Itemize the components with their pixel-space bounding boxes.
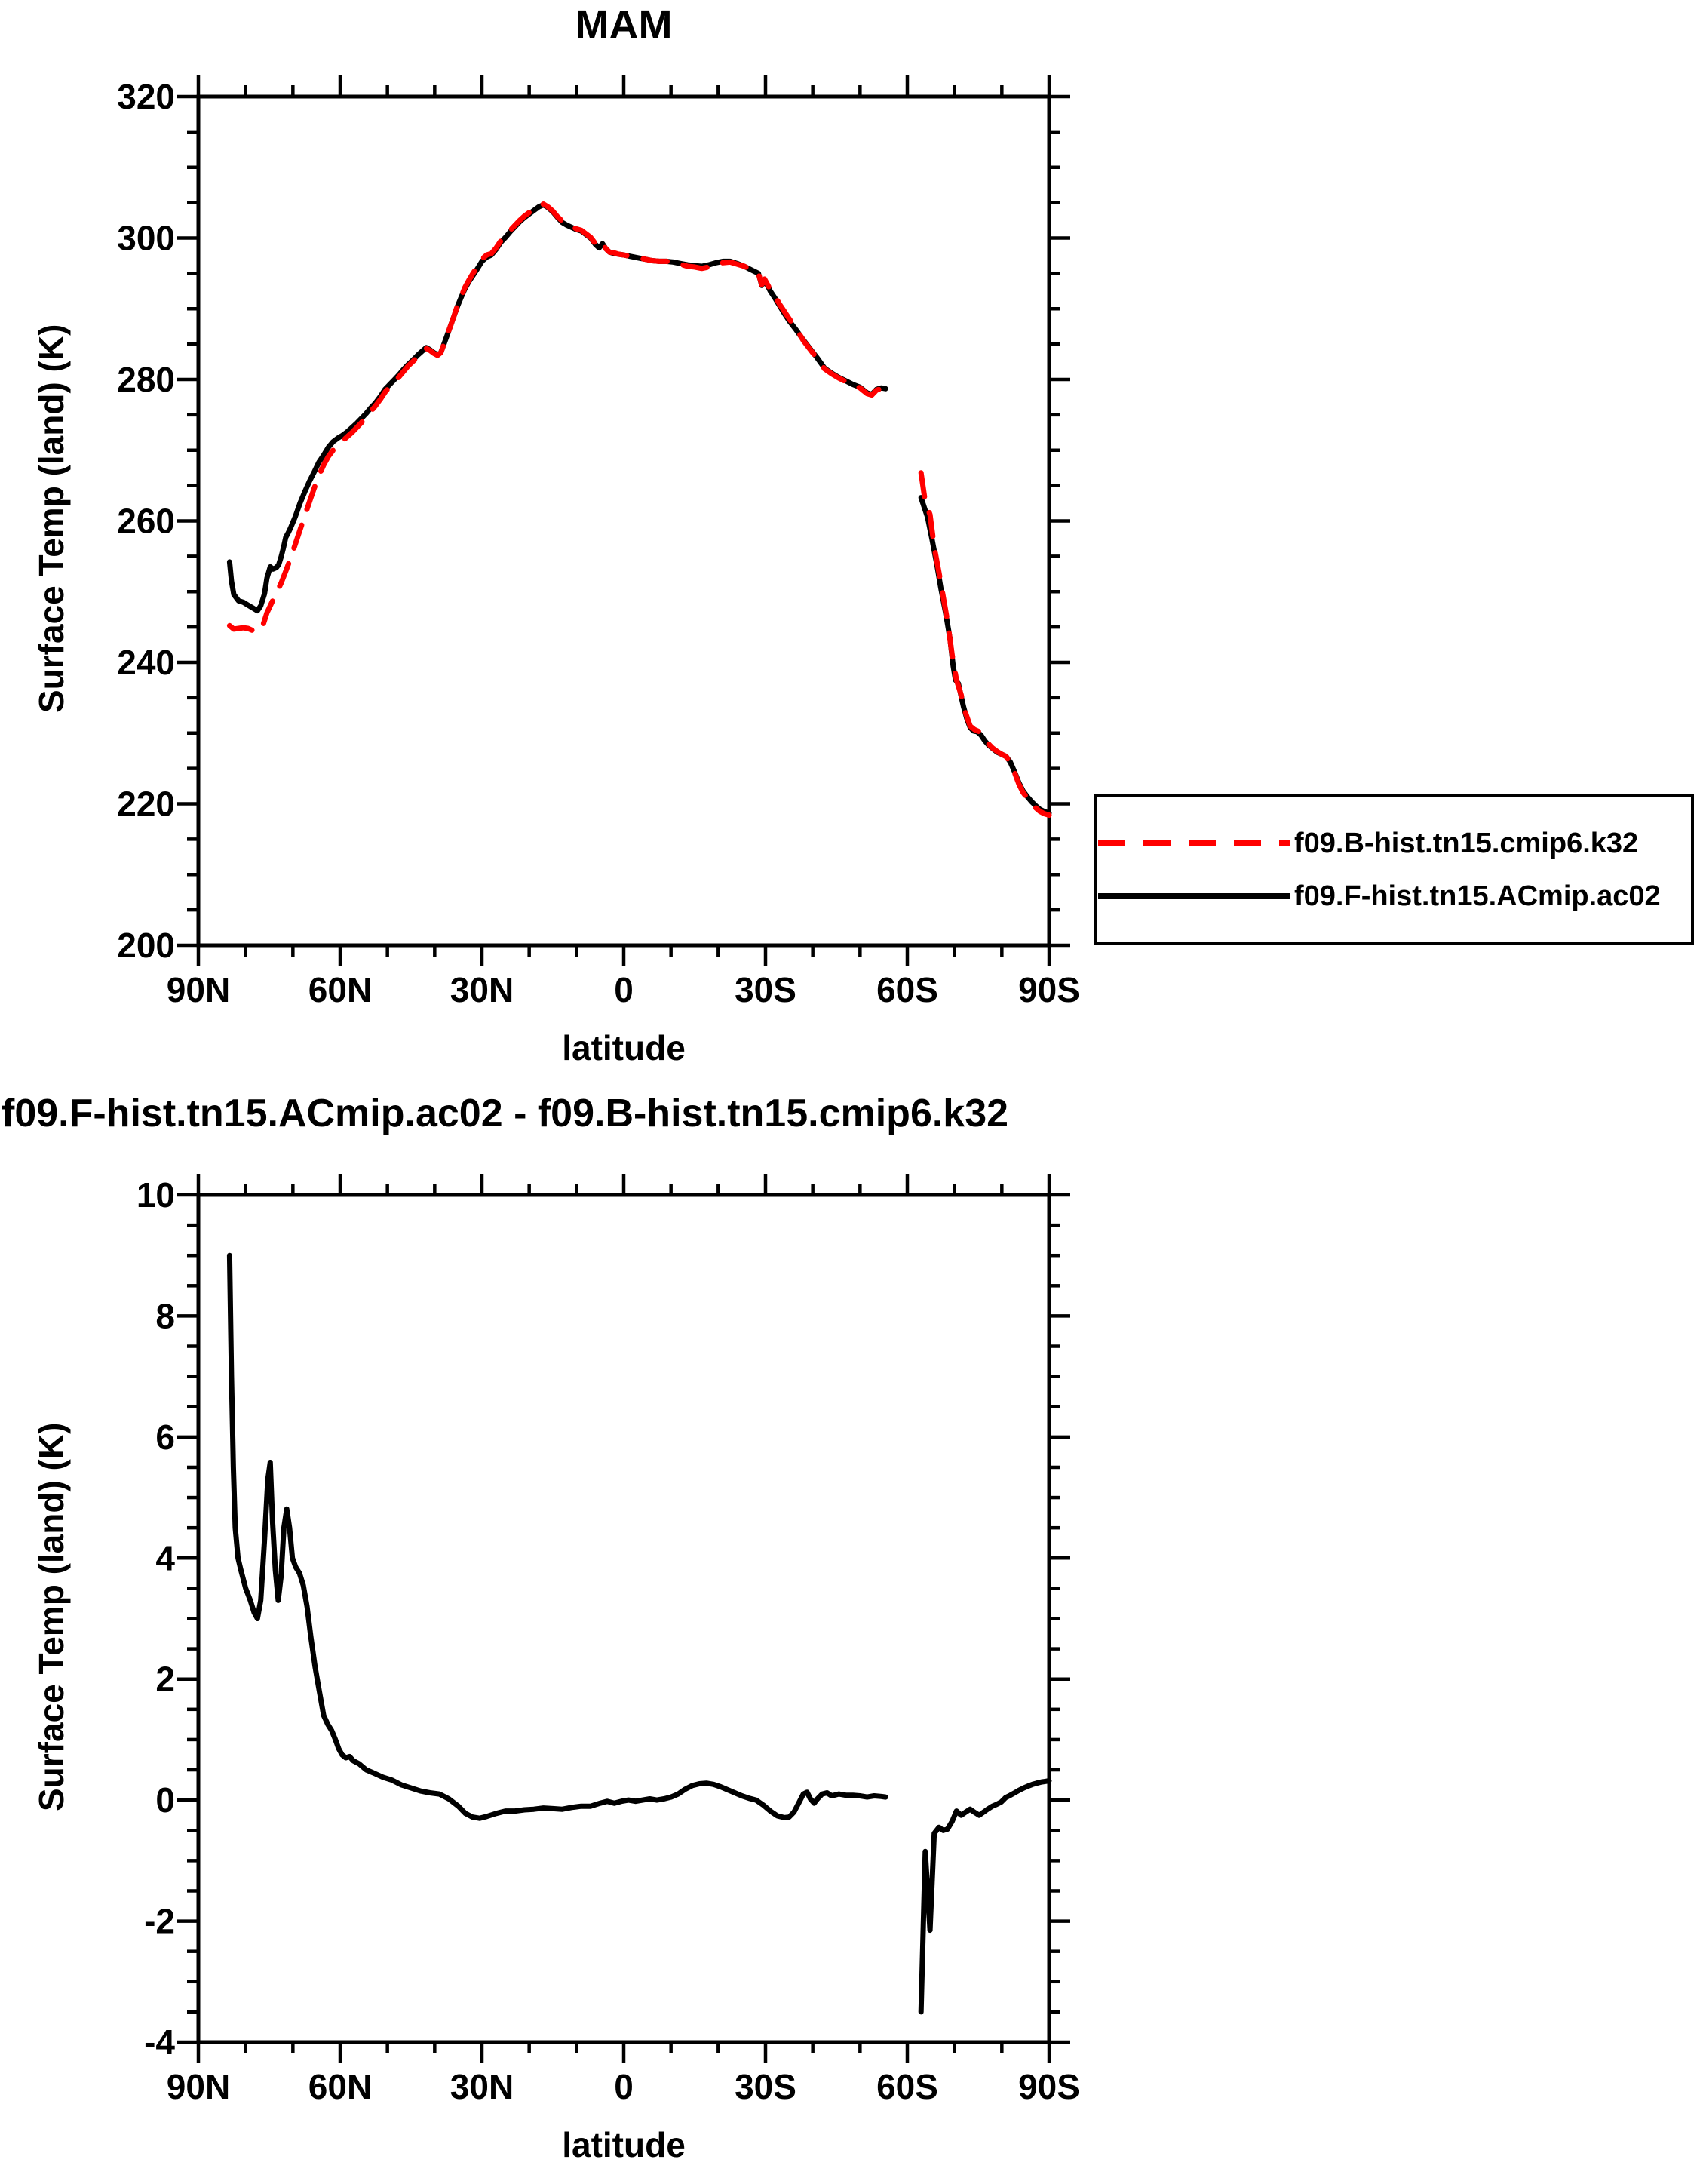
series-line-difference xyxy=(226,1252,888,1821)
y-tick-label: 4 xyxy=(155,1538,175,1577)
x-tick-label: 60S xyxy=(876,970,938,1009)
legend-label-red: f09.B-hist.tn15.cmip6.k32 xyxy=(1294,827,1639,859)
series-line-f09.F-hist.tn15.ACmip.ac02 xyxy=(226,201,888,614)
bottom-panel-axes: 90N 60N 30N 0 30S 60S 90S -4 -2 0 2 4 6 8 10 xyxy=(137,1174,1080,2106)
legend-entry-black: f09.F-hist.tn15.ACmip.ac02 xyxy=(1097,880,1691,913)
y-tick-label: 300 xyxy=(117,219,175,258)
legend-entry-red: f09.B-hist.tn15.cmip6.k32 xyxy=(1097,827,1691,860)
top-panel-x-axis-title: latitude xyxy=(562,1028,686,1067)
y-tick-label: 200 xyxy=(117,926,175,965)
x-tick-label: 60S xyxy=(876,2067,938,2106)
series-line-f09.F-hist.tn15.ACmip.ac02 xyxy=(918,495,1052,816)
x-tick-label: 30N xyxy=(450,970,514,1009)
top-panel-title: MAM xyxy=(575,2,673,48)
y-tick-label: 0 xyxy=(155,1780,175,1820)
x-tick-label: 60N xyxy=(308,2067,372,2106)
x-tick-label: 60N xyxy=(308,970,372,1009)
bottom-panel-title: f09.F-hist.tn15.ACmip.ac02 - f09.B-hist.… xyxy=(2,1092,1009,1135)
y-tick-label: 280 xyxy=(117,360,175,399)
y-tick-label: 220 xyxy=(117,785,175,824)
bottom-panel-y-axis-title: Surface Temp (land) (K) xyxy=(32,1422,71,1811)
top-panel-y-axis-title: Surface Temp (land) (K) xyxy=(32,324,71,713)
legend-line-solid-black-icon xyxy=(1098,893,1290,899)
y-tick-label: 10 xyxy=(137,1175,175,1215)
y-tick-label: 6 xyxy=(155,1418,175,1457)
legend-line-dashed-red-icon xyxy=(1098,840,1290,846)
y-tick-label: 240 xyxy=(117,643,175,682)
x-tick-label: 90S xyxy=(1018,2067,1080,2106)
bottom-panel-x-axis-title: latitude xyxy=(562,2125,686,2164)
x-tick-label: 30S xyxy=(735,970,796,1009)
legend-box: f09.B-hist.tn15.cmip6.k32 f09.F-hist.tn1… xyxy=(1094,794,1694,945)
x-tick-label: 90S xyxy=(1018,970,1080,1009)
x-tick-label: 30S xyxy=(735,2067,796,2106)
x-tick-label: 30N xyxy=(450,2067,514,2106)
top-panel-axes: 90N 60N 30N 0 30S 60S 90S 200 220 240 260 280 300 320 xyxy=(117,75,1080,1009)
series-line-difference xyxy=(918,1778,1052,2015)
series-line-f09.B-hist.tn15.cmip6.k32 xyxy=(918,470,1052,818)
y-tick-label: 8 xyxy=(155,1296,175,1335)
x-tick-label: 0 xyxy=(614,970,634,1009)
series-line-f09.B-hist.tn15.cmip6.k32 xyxy=(226,201,888,635)
y-tick-label: 320 xyxy=(117,77,175,116)
y-tick-label: 2 xyxy=(155,1660,175,1699)
legend-label-black: f09.F-hist.tn15.ACmip.ac02 xyxy=(1294,880,1661,912)
y-tick-label: 260 xyxy=(117,502,175,541)
x-tick-label: 90N xyxy=(167,970,230,1009)
y-tick-label: -4 xyxy=(144,2023,175,2062)
y-tick-label: -2 xyxy=(144,1902,175,1941)
x-tick-label: 0 xyxy=(614,2067,634,2106)
x-tick-label: 90N xyxy=(167,2067,230,2106)
axis-frame xyxy=(196,94,1051,948)
